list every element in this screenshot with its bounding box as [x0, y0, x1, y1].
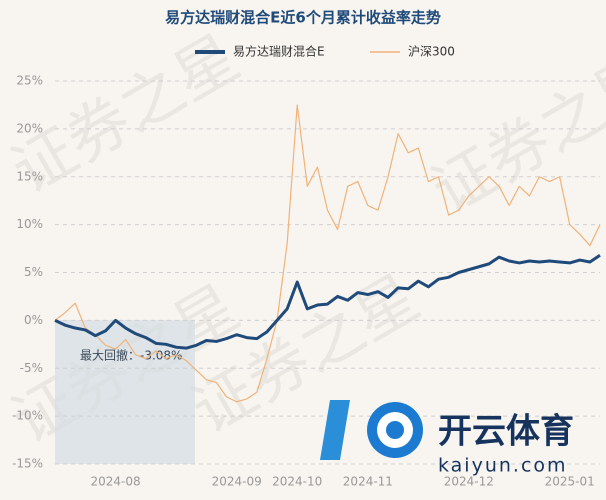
x-tick-label: 2024-11	[343, 475, 393, 489]
logo-name: 开云体育	[438, 412, 574, 452]
x-tick-label: 2024-09	[212, 475, 262, 489]
x-tick-label: 2024-08	[90, 475, 140, 489]
y-tick-label: 5%	[24, 265, 43, 279]
annotation: 最大回撤：-3.08%	[80, 348, 182, 363]
series-line	[54, 254, 601, 350]
series-line	[54, 104, 601, 403]
y-tick-label: -15%	[12, 457, 43, 471]
logo: 开云体育 kaiyun.com	[320, 400, 574, 477]
y-tick-label: 0%	[24, 313, 43, 327]
y-tick-label: 15%	[16, 169, 43, 183]
drawdown-area	[55, 320, 195, 464]
logo-mark	[386, 421, 404, 439]
legend-label: 易方达瑞财混合E	[233, 44, 325, 59]
chart-title: 易方达瑞财混合E近6个月累计收益率走势	[165, 9, 441, 27]
x-tick-label: 2024-12	[444, 475, 494, 489]
y-tick-label: -5%	[20, 361, 43, 375]
y-tick-label: 25%	[16, 74, 43, 88]
logo-url: kaiyun.com	[438, 455, 568, 477]
y-tick-label: -10%	[12, 409, 43, 423]
legend-label: 沪深300	[408, 45, 455, 59]
y-tick-label: 10%	[16, 217, 43, 231]
x-tick-label: 2025-01	[545, 475, 595, 489]
x-tick-label: 2024-10	[272, 475, 322, 489]
y-tick-label: 20%	[16, 121, 43, 135]
logo-mark	[320, 400, 350, 460]
